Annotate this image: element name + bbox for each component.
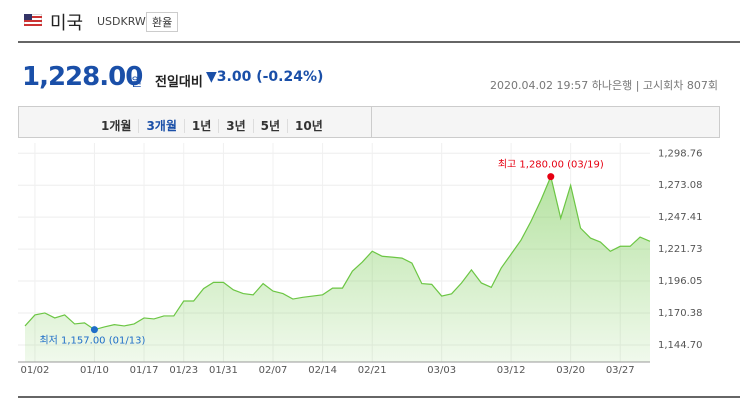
- x-tick-label: 01/10: [80, 365, 109, 376]
- change: ▼3.00 (-0.24%): [206, 69, 323, 85]
- tab[interactable]: 1년: [183, 119, 218, 133]
- tab[interactable]: 3개월: [138, 119, 183, 133]
- min-point: [90, 326, 98, 334]
- x-tick-label: 01/23: [169, 365, 198, 376]
- line: [24, 174, 651, 331]
- x-tick-label: 01/17: [130, 365, 159, 376]
- chart: 1,144.70 1,170.38 1,196.05 1,221.73 1,247.41…: [18, 143, 703, 376]
- y-tick-label: 1,247.41: [658, 212, 703, 223]
- x-tick-label: 01/31: [209, 365, 238, 376]
- max-point: [547, 173, 555, 181]
- x-tick-label: 02/21: [358, 365, 387, 376]
- max-label: 최고 1,280.00 (03/19): [498, 159, 604, 171]
- y-tick-label: 1,144.70: [658, 340, 703, 351]
- convert-button[interactable]: 환율: [146, 12, 179, 32]
- change-value: 3.00: [216, 69, 252, 85]
- tab[interactable]: 5년: [252, 119, 287, 133]
- divider: [18, 41, 740, 43]
- tab[interactable]: 1개월: [101, 119, 132, 133]
- tab-sep: [371, 107, 372, 137]
- y-tick-label: 1,221.73: [658, 244, 703, 255]
- bank: 하나은행: [591, 79, 633, 92]
- tab-bar: 1개월 3개월 1년 3년 5년 10년: [18, 106, 720, 138]
- x-tick-label: 03/03: [427, 365, 456, 376]
- tab[interactable]: 3년: [218, 119, 252, 133]
- y-tick-label: 1,273.08: [658, 180, 703, 191]
- change-pct: (-0.24%): [256, 69, 324, 85]
- x-tick-label: 03/12: [497, 365, 526, 376]
- x-tick-label: 03/27: [606, 365, 635, 376]
- y-tick-label: 1,170.38: [658, 308, 703, 319]
- country: 미국: [50, 13, 84, 34]
- x-tick-label: 03/20: [556, 365, 585, 376]
- min-label: 최저 1,157.00 (01/13): [39, 335, 145, 347]
- down-arrow: ▼: [206, 69, 217, 85]
- price: 1,228.00: [22, 62, 143, 92]
- y-tick-label: 1,298.76: [658, 148, 703, 159]
- flag: [24, 14, 42, 26]
- tabs: 1개월 3개월 1년 3년 5년 10년: [94, 115, 330, 134]
- tab[interactable]: 10년: [287, 119, 330, 133]
- x-tick-label: 01/02: [21, 365, 50, 376]
- x-tick-label: 02/14: [308, 365, 337, 376]
- info: 2020.04.02 19:57 하나은행 | 고시회차 807회: [490, 79, 718, 92]
- price-unit: 원: [131, 75, 143, 89]
- y-tick-label: 1,196.05: [658, 276, 703, 287]
- area: [25, 176, 650, 362]
- code: USDKRW: [97, 15, 146, 28]
- round: 고시회차 807회: [642, 79, 718, 92]
- datetime: 2020.04.02 19:57: [490, 79, 589, 92]
- x-tick-label: 02/07: [259, 365, 288, 376]
- divider: [18, 396, 740, 398]
- change-label: 전일대비: [155, 75, 203, 90]
